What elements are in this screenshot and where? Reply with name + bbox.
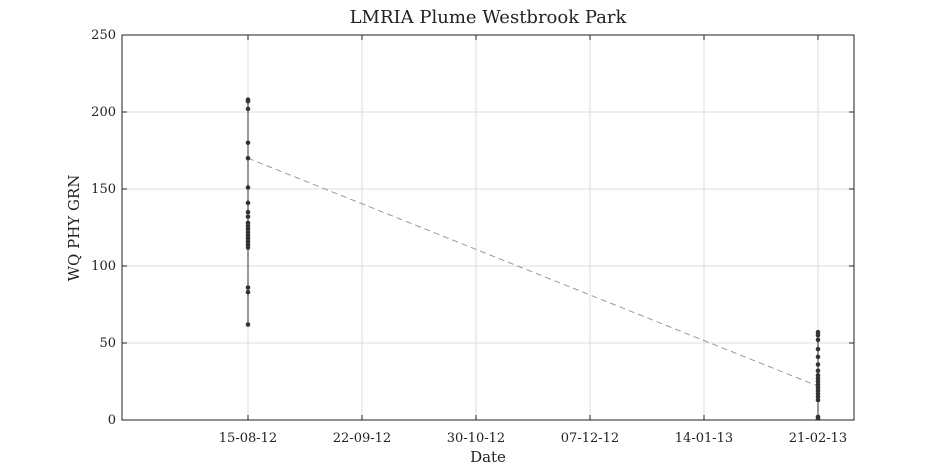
data-point [245, 106, 251, 112]
data-point [815, 333, 821, 338]
data-point [245, 289, 251, 295]
data-point [245, 98, 251, 104]
y-tick-label: 150 [91, 182, 116, 197]
y-tick-label: 200 [91, 105, 116, 120]
data-point [245, 209, 251, 215]
data-point [815, 354, 821, 360]
data-point [245, 155, 251, 161]
y-tick-label: 0 [108, 413, 116, 428]
trend-line [247, 157, 819, 387]
data-point [245, 285, 251, 290]
x-axis-label: Date [470, 448, 506, 466]
grid-lines [122, 35, 854, 420]
data-point [815, 368, 821, 374]
data-series [245, 97, 821, 421]
y-axis-label: WQ PHY GRN [65, 175, 83, 282]
chart-title: LMRIA Plume Westbrook Park [350, 7, 628, 28]
data-point [245, 140, 251, 146]
x-tick-label: 22-09-12 [333, 431, 391, 446]
axis-ticks: 0 50 100 150 200 250 15-08-12 22-09-12 30-10-12 0… [91, 28, 854, 446]
data-point [815, 337, 821, 343]
data-point [815, 416, 821, 421]
x-tick-label: 14-01-13 [675, 431, 733, 446]
data-point [245, 245, 251, 250]
trend-line-segment [247, 157, 819, 387]
x-tick-label: 07-12-12 [561, 431, 619, 446]
x-tick-label: 21-02-13 [789, 431, 847, 446]
data-point [245, 200, 251, 206]
x-tick-label: 15-08-12 [219, 431, 277, 446]
data-point [245, 214, 251, 220]
data-point [815, 397, 821, 403]
plot-area [121, 34, 855, 421]
data-point [815, 362, 821, 367]
y-tick-label: 100 [91, 259, 116, 274]
y-tick-label: 50 [99, 336, 116, 351]
data-point [245, 322, 251, 327]
y-tick-label: 250 [91, 28, 116, 43]
data-point [245, 185, 251, 190]
data-point [815, 346, 821, 352]
x-tick-label: 30-10-12 [447, 431, 505, 446]
